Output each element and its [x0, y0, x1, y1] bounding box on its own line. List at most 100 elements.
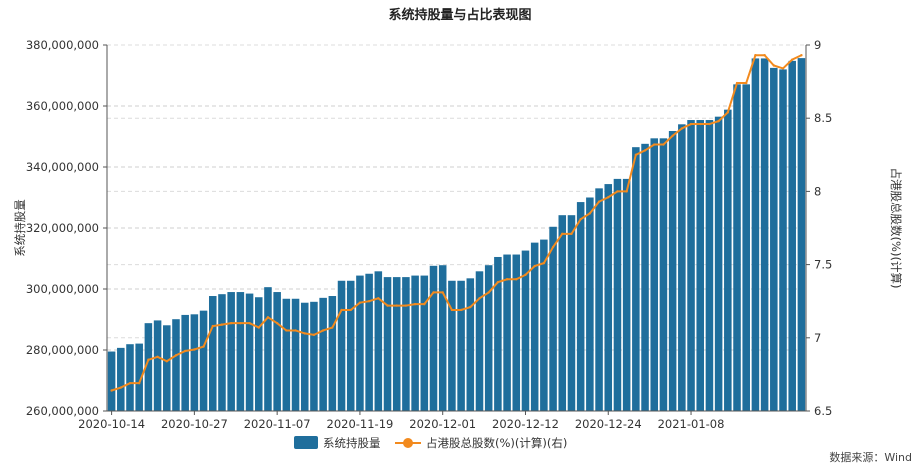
line-point	[607, 196, 610, 199]
bar	[319, 297, 327, 411]
line-point	[680, 127, 684, 130]
line-point	[735, 81, 739, 85]
bar	[678, 124, 686, 412]
bar	[273, 292, 281, 411]
bar	[107, 351, 116, 411]
line-point	[183, 349, 187, 353]
line-point	[211, 324, 214, 328]
bar	[788, 60, 796, 412]
line-point	[266, 316, 270, 319]
line-point	[634, 153, 638, 156]
line-point	[312, 333, 316, 337]
y-right-tick-label: 7	[814, 331, 821, 345]
bar	[420, 275, 429, 411]
bar	[466, 278, 475, 411]
bar	[494, 256, 502, 411]
legend-bar-label[interactable]: 系统持股量	[323, 436, 381, 450]
line-point	[377, 297, 380, 300]
bar	[613, 178, 622, 411]
line-point	[459, 308, 463, 312]
line-point	[423, 302, 426, 306]
legend-bar-swatch[interactable]	[294, 436, 318, 449]
x-tick-label: 2021-01-08	[658, 417, 725, 431]
axes: 260,000,000 280,000,000 300,000,000 320,000…	[13, 38, 903, 431]
line-point	[367, 300, 371, 303]
line-point	[110, 389, 113, 392]
bar	[622, 178, 631, 411]
bar	[530, 242, 539, 411]
bar	[540, 239, 548, 411]
bar	[117, 347, 125, 411]
bar	[181, 314, 189, 411]
line-point	[745, 81, 748, 85]
bar-series	[107, 58, 806, 412]
legend-line-label[interactable]: 占港股总股数(%)(计算)(右)	[426, 436, 567, 450]
bar	[264, 287, 272, 411]
x-tick-label: 2020-12-01	[409, 417, 476, 431]
bar	[632, 147, 640, 412]
bar	[245, 293, 254, 411]
line-point	[331, 326, 334, 329]
y-left-tick-label: 380,000,000	[26, 38, 99, 52]
bar	[227, 292, 235, 411]
line-point	[404, 304, 408, 307]
line-point	[616, 190, 619, 193]
bar	[383, 277, 392, 411]
bar	[172, 319, 180, 411]
line-point	[717, 119, 720, 123]
bar	[438, 265, 447, 411]
line-point	[496, 280, 500, 284]
legend-line-marker[interactable]	[403, 438, 413, 448]
bar	[282, 298, 291, 411]
line-point	[147, 358, 150, 361]
bar	[402, 277, 410, 411]
line-point	[257, 326, 260, 329]
bar	[484, 265, 493, 411]
bar	[236, 292, 245, 411]
bar	[724, 109, 732, 411]
bar	[503, 254, 511, 411]
bar	[696, 120, 705, 411]
bar	[475, 271, 484, 411]
bar	[135, 343, 143, 411]
line-point	[165, 360, 168, 363]
line-point	[193, 348, 196, 351]
line-point	[791, 58, 794, 61]
y-left-tick-label: 320,000,000	[26, 221, 99, 235]
line-point	[285, 329, 288, 332]
line-point	[432, 291, 435, 294]
y-right-axis-title: 占港股总股数(%)(计算)	[889, 168, 903, 289]
y-right-tick-label: 8.5	[814, 111, 832, 125]
x-tick-label: 2020-10-14	[78, 417, 145, 431]
line-point	[781, 67, 785, 70]
line-point	[588, 212, 592, 215]
bar	[558, 215, 567, 411]
bar	[144, 323, 153, 411]
bar	[779, 69, 787, 412]
line-point	[386, 304, 389, 307]
line-point	[174, 354, 178, 357]
bar	[356, 275, 364, 411]
bar	[190, 314, 199, 411]
line-point	[229, 321, 233, 325]
bar	[733, 84, 741, 411]
bar	[567, 215, 576, 411]
line-point	[239, 321, 242, 325]
bar	[595, 188, 603, 411]
line-point	[772, 64, 776, 67]
line-point	[137, 381, 141, 385]
x-tick-label: 2020-11-07	[244, 417, 311, 431]
bar	[411, 275, 419, 411]
bar	[668, 131, 677, 411]
bar	[392, 277, 401, 411]
bar	[586, 197, 594, 411]
line-point	[524, 273, 527, 277]
bar	[208, 296, 217, 411]
bar	[365, 273, 373, 411]
bar	[310, 301, 318, 411]
line-point	[450, 308, 454, 312]
bar	[346, 280, 355, 411]
bar	[337, 280, 346, 411]
line-point	[413, 302, 417, 306]
line-point	[763, 54, 766, 57]
